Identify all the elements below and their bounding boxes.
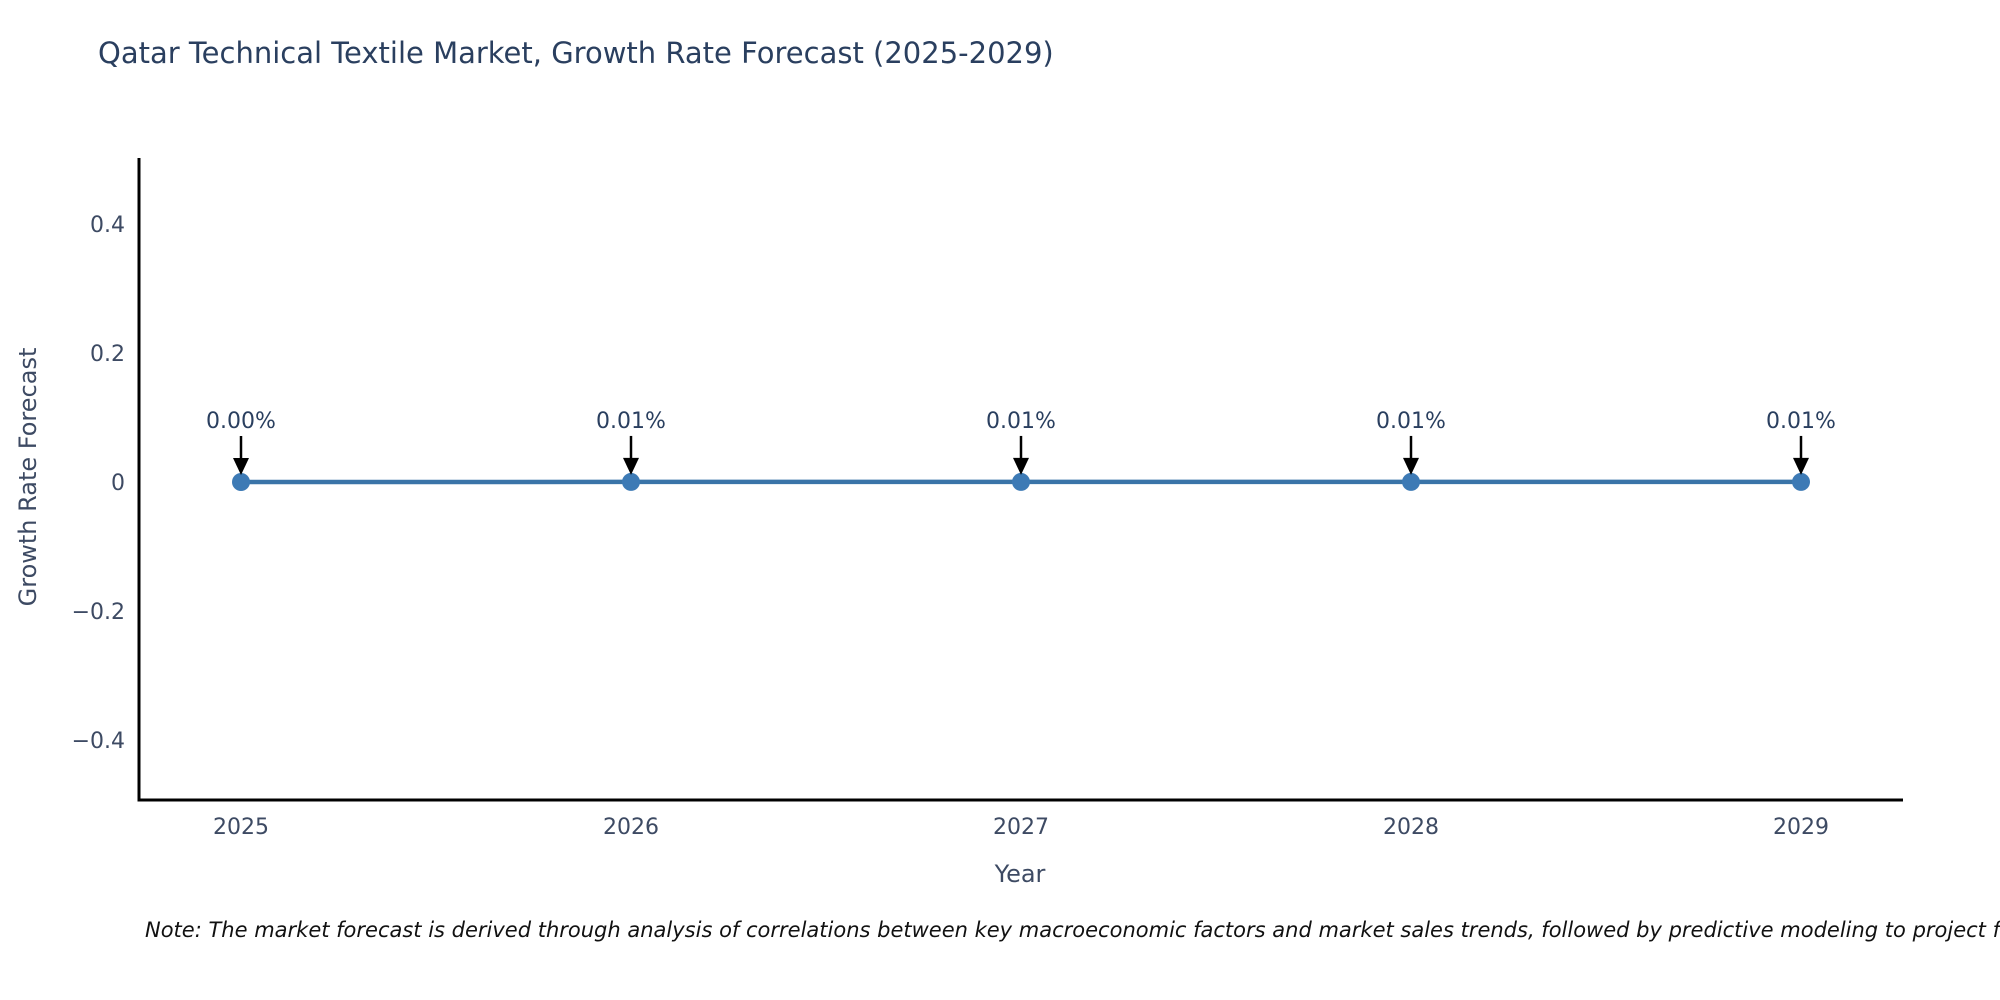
annotation-label: 0.00% bbox=[206, 409, 276, 434]
footnote: Note: The market forecast is derived thr… bbox=[145, 918, 2000, 942]
y-tick-label: 0.2 bbox=[90, 342, 125, 367]
chart-title: Qatar Technical Textile Market, Growth R… bbox=[98, 36, 1054, 70]
x-tick-label: 2026 bbox=[603, 815, 659, 840]
x-tick-label: 2025 bbox=[213, 815, 269, 840]
data-point-marker bbox=[1402, 472, 1420, 491]
annotation-arrowhead bbox=[1013, 457, 1029, 475]
y-tick-label: −0.4 bbox=[72, 729, 125, 754]
y-tick-label: 0.4 bbox=[90, 213, 125, 238]
data-point-marker bbox=[1012, 472, 1030, 491]
annotation-label: 0.01% bbox=[596, 409, 666, 434]
x-tick-label: 2028 bbox=[1383, 815, 1439, 840]
annotation-arrowhead bbox=[1793, 457, 1809, 475]
data-point-marker bbox=[232, 473, 250, 491]
annotation-arrowhead bbox=[233, 458, 249, 475]
y-axis-title: Growth Rate Forecast bbox=[14, 347, 42, 607]
annotation-arrowhead bbox=[1403, 457, 1419, 475]
x-tick-label: 2029 bbox=[1773, 815, 1829, 840]
x-axis-title: Year bbox=[994, 860, 1046, 888]
annotation-label: 0.01% bbox=[1376, 409, 1446, 434]
annotation-label: 0.01% bbox=[1766, 409, 1836, 434]
y-tick-label: −0.2 bbox=[72, 600, 125, 625]
data-point-marker bbox=[622, 472, 640, 491]
annotation-label: 0.01% bbox=[986, 409, 1056, 434]
x-tick-label: 2027 bbox=[993, 815, 1049, 840]
data-point-marker bbox=[1792, 472, 1810, 491]
annotation-arrowhead bbox=[623, 457, 639, 475]
y-tick-label: 0 bbox=[111, 471, 125, 496]
